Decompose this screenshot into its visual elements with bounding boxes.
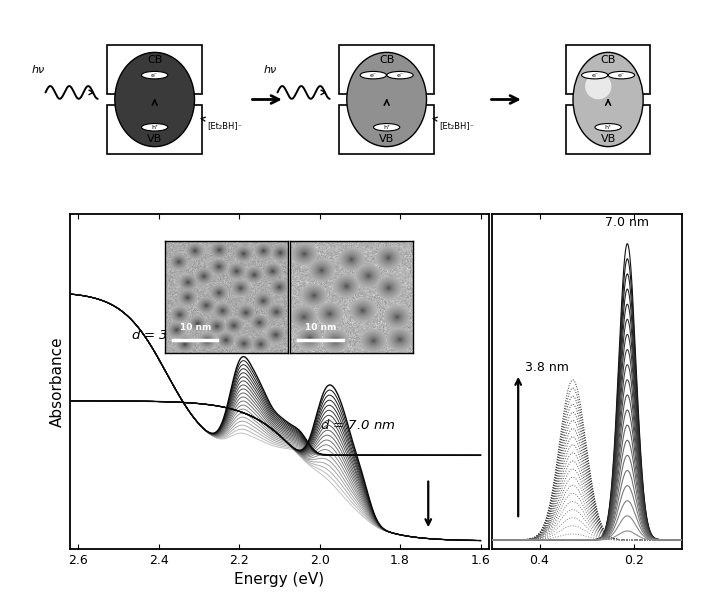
Ellipse shape	[581, 71, 608, 79]
Text: hν: hν	[264, 65, 277, 75]
Text: VB: VB	[600, 134, 616, 144]
Text: VB: VB	[147, 134, 162, 144]
Text: 7.0 nm: 7.0 nm	[605, 216, 650, 229]
X-axis label: Energy (eV): Energy (eV)	[234, 572, 325, 587]
Text: 3.8 nm: 3.8 nm	[524, 361, 569, 374]
Text: [Et₂BH]⁻: [Et₂BH]⁻	[207, 121, 242, 130]
Bar	[340, 106, 434, 154]
Ellipse shape	[360, 71, 387, 79]
Text: h⁺: h⁺	[605, 125, 612, 130]
Text: e⁻: e⁻	[151, 72, 158, 78]
Text: CB: CB	[600, 55, 616, 65]
Text: h⁺: h⁺	[383, 125, 390, 130]
Bar	[340, 45, 434, 93]
Ellipse shape	[595, 124, 621, 131]
Ellipse shape	[115, 52, 195, 147]
Text: e⁻: e⁻	[396, 72, 404, 78]
Bar	[567, 45, 650, 93]
Ellipse shape	[585, 74, 612, 99]
Ellipse shape	[141, 71, 168, 79]
Ellipse shape	[141, 124, 168, 131]
Text: [Et₂BH]⁻: [Et₂BH]⁻	[439, 121, 474, 130]
Ellipse shape	[573, 52, 643, 147]
Ellipse shape	[387, 71, 413, 79]
Text: $d$ = 3.8 nm: $d$ = 3.8 nm	[131, 327, 206, 341]
Text: e⁻: e⁻	[591, 72, 598, 78]
Text: VB: VB	[379, 134, 394, 144]
Ellipse shape	[347, 52, 427, 147]
Text: h⁺: h⁺	[151, 125, 158, 130]
Text: hν: hν	[32, 65, 45, 75]
Text: $d$ = 7.0 nm: $d$ = 7.0 nm	[320, 418, 395, 432]
Ellipse shape	[373, 124, 400, 131]
Text: CB: CB	[379, 55, 394, 65]
Y-axis label: Absorbance: Absorbance	[50, 336, 65, 427]
Text: e⁻: e⁻	[370, 72, 377, 78]
Text: 10 nm: 10 nm	[179, 323, 211, 332]
Bar	[107, 45, 202, 93]
Bar	[567, 106, 650, 154]
Ellipse shape	[608, 71, 635, 79]
Text: e⁻: e⁻	[618, 72, 625, 78]
Bar	[107, 106, 202, 154]
Text: CB: CB	[147, 55, 162, 65]
Text: 10 nm: 10 nm	[304, 323, 336, 332]
